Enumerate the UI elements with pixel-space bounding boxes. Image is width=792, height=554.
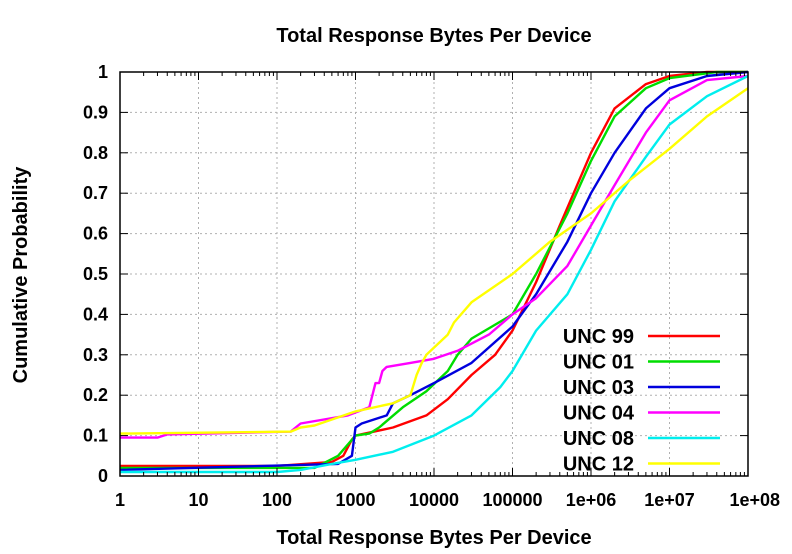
- y-tick-label: 0.6: [83, 224, 108, 244]
- x-tick-label: 1e+07: [644, 490, 695, 510]
- y-tick-label: 0.2: [83, 385, 108, 405]
- series-line-unc-03: [119, 70, 749, 472]
- y-tick-label: 0.5: [83, 264, 108, 284]
- legend-label-unc-12: UNC 12: [563, 454, 634, 476]
- x-tick-label: 10: [188, 490, 208, 510]
- legend-label-unc-99: UNC 99: [563, 326, 634, 348]
- axis-ticks: 0 0.1 0.2 0.3 0.4 0.5 0.6 0.7 0.8 0.9 1 1 10 100 1000 1…: [83, 62, 780, 510]
- y-tick-label: 0.1: [83, 426, 108, 446]
- legend-label-unc-01: UNC 01: [563, 352, 634, 374]
- x-axis-label: Total Response Bytes Per Device: [276, 527, 591, 549]
- y-axis-label: Cumulative Probability: [10, 166, 32, 384]
- y-tick-label: 0.8: [83, 143, 108, 163]
- y-tick-label: 0.9: [83, 102, 108, 122]
- y-tick-label: 0.3: [83, 345, 108, 365]
- y-tick-label: 0: [98, 466, 108, 486]
- series-line-unc-12: [119, 87, 749, 435]
- x-tick-label: 100000: [482, 490, 542, 510]
- y-tick-label: 0.7: [83, 183, 108, 203]
- x-tick-label: 1000: [335, 490, 375, 510]
- legend-label-unc-04: UNC 04: [563, 403, 635, 425]
- series-line-unc-08: [120, 74, 749, 474]
- legend-label-unc-03: UNC 03: [563, 377, 634, 399]
- series-line-unc-99: [120, 70, 748, 468]
- series-lines: [119, 70, 749, 474]
- grid-lines: [120, 72, 748, 476]
- chart-title: Total Response Bytes Per Device: [276, 25, 591, 47]
- legend: UNC 99 UNC 01 UNC 03 UNC 04 UNC 08 UNC 12: [563, 326, 720, 476]
- x-tick-label: 1: [115, 490, 125, 510]
- y-tick-label: 0.4: [83, 304, 108, 324]
- x-tick-label: 10000: [409, 490, 459, 510]
- x-tick-label: 1e+06: [566, 490, 617, 510]
- x-tick-label: 100: [262, 490, 292, 510]
- x-tick-label: 1e+08: [729, 490, 780, 510]
- legend-label-unc-08: UNC 08: [563, 428, 634, 450]
- y-tick-label: 1: [98, 62, 108, 82]
